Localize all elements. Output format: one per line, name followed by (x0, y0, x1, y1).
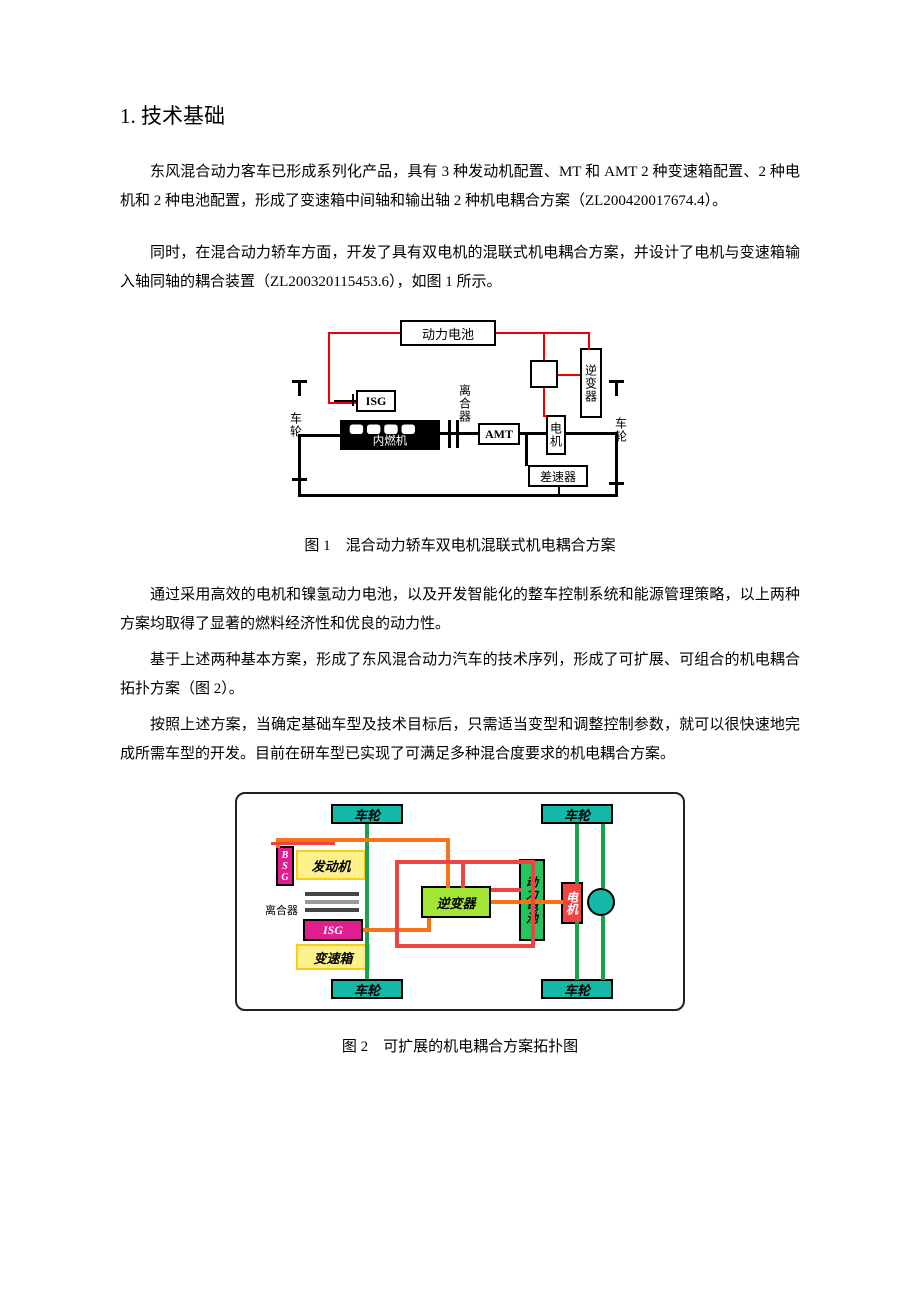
wheel-top-right: 车轮 (541, 804, 613, 824)
wheel-top-left: 车轮 (331, 804, 403, 824)
inverter-small-box (530, 360, 558, 388)
differential-box: 差速器 (528, 465, 588, 487)
paragraph-4: 基于上述两种基本方案，形成了东风混合动力汽车的技术序列，形成了可扩展、可组合的机… (120, 646, 800, 703)
amt-box: AMT (478, 423, 520, 445)
battery-box: 动力电池 (400, 320, 496, 346)
coupling-circle (587, 888, 615, 916)
figure-2: 车轮 车轮 车轮 车轮 BSG 发动机 离合器 ISG 变速箱 逆变器 动力电池… (120, 792, 800, 1056)
paragraph-2: 同时，在混合动力轿车方面，开发了具有双电机的混联式机电耦合方案，并设计了电机与变… (120, 239, 800, 296)
paragraph-1: 东风混合动力客车已形成系列化产品，具有 3 种发动机配置、MT 和 AMT 2 … (120, 158, 800, 215)
figure-1: 动力电池 逆变器 离合器 车轮 车轮 ISG 内燃机 AMT 电机 差速 (120, 320, 800, 555)
inverter-box: 逆变器 (580, 348, 602, 418)
wheel-left-label: 车轮 (286, 400, 306, 450)
engine-box: 发动机 (296, 850, 366, 880)
wheel-bottom-left: 车轮 (331, 979, 403, 999)
bsg-box: BSG (276, 846, 294, 886)
motor-box-2: 电机 (561, 882, 583, 924)
paragraph-5: 按照上述方案，当确定基础车型及技术目标后，只需适当变型和调整控制参数，就可以很快… (120, 711, 800, 768)
isg-box: ISG (356, 390, 396, 412)
gearbox-box: 变速箱 (296, 944, 370, 970)
figure-2-diagram: 车轮 车轮 车轮 车轮 BSG 发动机 离合器 ISG 变速箱 逆变器 动力电池… (251, 804, 671, 999)
inverter-box-2: 逆变器 (421, 886, 491, 918)
figure-1-caption: 图 1 混合动力轿车双电机混联式机电耦合方案 (304, 534, 615, 555)
svg-text:内燃机: 内燃机 (373, 434, 408, 448)
figure-2-caption: 图 2 可扩展的机电耦合方案拓扑图 (342, 1035, 578, 1056)
wheel-bottom-right: 车轮 (541, 979, 613, 999)
section-heading: 1. 技术基础 (120, 100, 800, 130)
motor-box: 电机 (546, 415, 566, 455)
figure-1-diagram: 动力电池 逆变器 离合器 车轮 车轮 ISG 内燃机 AMT 电机 差速 (280, 320, 640, 520)
paragraph-3: 通过采用高效的电机和镍氢动力电池，以及开发智能化的整车控制系统和能源管理策略，以… (120, 581, 800, 638)
clutch-label-2: 离合器 (265, 902, 298, 918)
isg-box-2: ISG (303, 919, 363, 941)
ice-box: 内燃机 (340, 420, 440, 450)
